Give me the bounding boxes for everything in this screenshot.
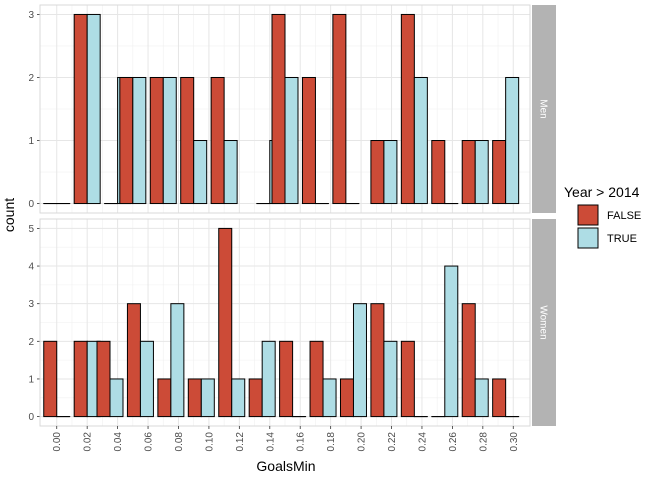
bar-false (180, 76, 195, 205)
bar-true (170, 303, 185, 418)
x-tick-label: 0.30 (509, 432, 520, 452)
bar-false (309, 340, 324, 418)
panels-layer: 0 1 2 3 Men 0 1 2 3 4 5 Women (28, 4, 556, 427)
y-tick-label: 0 (28, 199, 34, 210)
y-tick-label: 1 (28, 136, 34, 147)
panel-men: 0 1 2 3 Men (28, 4, 556, 214)
bar-true (132, 76, 147, 205)
y-tick-label: 2 (28, 337, 34, 348)
bar-false (370, 140, 385, 205)
bar-true (505, 76, 520, 205)
bar-false (96, 340, 111, 418)
x-axis-ticks: 0.00 0.02 0.04 0.06 0.08 0.10 0.12 0.14 0.16 0.18… (52, 426, 520, 451)
bar-false (157, 378, 172, 418)
bar-true (162, 76, 177, 205)
bar-false (126, 303, 141, 418)
bar-true (413, 76, 428, 205)
bar-false (332, 13, 347, 205)
bar-true (193, 140, 208, 205)
bar-false (279, 340, 294, 418)
y-tick-label: 5 (28, 224, 34, 235)
bar-false (187, 378, 202, 418)
bar-true (223, 140, 238, 205)
bar-false (370, 303, 385, 418)
bar-false (492, 378, 507, 418)
bar-true (109, 378, 124, 418)
x-tick-label: 0.22 (387, 432, 398, 452)
bar-true (261, 340, 276, 418)
bar-true (284, 76, 299, 205)
x-tick-label: 0.16 (296, 432, 307, 452)
facet-strip (532, 219, 556, 426)
bar-false (248, 378, 263, 418)
bar-true (352, 303, 367, 418)
legend-key-false (577, 204, 599, 226)
panel-border (39, 4, 531, 214)
x-tick-label: 0.28 (478, 432, 489, 452)
x-tick-label: 0.04 (113, 432, 124, 452)
bar-false (492, 140, 507, 205)
facet-strip-label: Women (538, 305, 549, 339)
x-tick-label: 0.20 (357, 432, 368, 452)
bar-false (339, 378, 354, 418)
facet-strip (532, 5, 556, 213)
bar-false (43, 340, 58, 418)
x-tick-label: 0.02 (83, 432, 94, 452)
bar-false (461, 140, 476, 205)
y-tick-label: 4 (28, 262, 34, 273)
x-axis-title: GoalsMin (256, 458, 315, 474)
bar-true (383, 340, 398, 418)
bar-true (231, 378, 246, 418)
bar-true (383, 140, 398, 205)
legend: Year > 2014 FALSE TRUE (564, 184, 641, 249)
x-tick-label: 0.06 (144, 432, 155, 452)
bar-true (474, 140, 489, 205)
bar-true (444, 265, 459, 418)
legend-key-true (577, 227, 599, 249)
bar-true (86, 13, 101, 205)
bar-false (218, 227, 233, 418)
panel-women: 0 1 2 3 4 5 Women (28, 218, 556, 427)
x-tick-label: 0.18 (326, 432, 337, 452)
bar-false (431, 140, 446, 205)
x-tick-label: 0.12 (235, 432, 246, 452)
x-tick-label: 0.26 (448, 432, 459, 452)
legend-label-true: TRUE (607, 233, 637, 245)
x-tick-label: 0.24 (417, 432, 428, 452)
bar-false (73, 13, 88, 205)
x-tick-label: 0.08 (174, 432, 185, 452)
bar-false (119, 76, 134, 205)
bar-false (271, 13, 286, 205)
bar-false (301, 76, 316, 205)
x-tick-label: 0.10 (204, 432, 215, 452)
bar-false (400, 13, 415, 205)
facet-strip-label: Men (538, 99, 549, 118)
panel-border (39, 218, 531, 427)
bar-false (400, 340, 415, 418)
bar-false (210, 76, 225, 205)
bar-false (149, 76, 164, 205)
bar-true (200, 378, 215, 418)
x-tick-label: 0.00 (52, 432, 63, 452)
bar-false (73, 340, 88, 418)
bar-true (139, 340, 154, 418)
bar-true (474, 378, 489, 418)
y-tick-label: 3 (28, 299, 34, 310)
y-tick-label: 3 (28, 10, 34, 21)
y-tick-label: 0 (28, 412, 34, 423)
x-tick-label: 0.14 (265, 432, 276, 452)
legend-label-false: FALSE (607, 210, 641, 222)
legend-title: Year > 2014 (564, 184, 640, 200)
y-axis-title: count (1, 198, 17, 232)
bar-false (461, 303, 476, 418)
y-tick-label: 2 (28, 73, 34, 84)
y-tick-label: 1 (28, 374, 34, 385)
bar-true (322, 378, 337, 418)
